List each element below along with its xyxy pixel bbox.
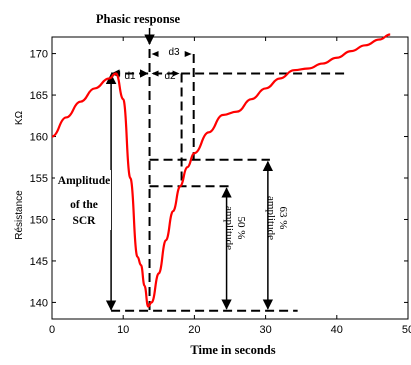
d2-arrow-right-head	[172, 70, 180, 77]
d3-label: d3	[168, 47, 180, 58]
y-axis-unit: KΩ	[14, 110, 25, 125]
x-axis-title: Time in seconds	[190, 343, 275, 357]
d2-label: d2	[164, 71, 176, 82]
amplitude-label-line1: Amplitude	[58, 175, 110, 187]
sixtythree-amplitude-label-line2: amplitude	[265, 196, 277, 240]
x-tick-label: 50	[402, 324, 411, 336]
y-tick-label: 170	[30, 49, 48, 61]
d3-arrow-right-head	[184, 51, 192, 57]
amplitude-label-line2: of the	[70, 199, 98, 211]
y-tick-label: 150	[30, 214, 48, 226]
y-tick-label: 155	[30, 173, 48, 185]
amplitude-label-line3: SCR	[72, 215, 96, 227]
d1-label: d1	[124, 71, 136, 82]
d1-arrow-right-head	[140, 70, 148, 77]
amplitude-label-bg	[55, 170, 111, 230]
annotation-guides	[105, 28, 348, 312]
series-line	[51, 33, 391, 308]
half-amplitude-label-line1: 50 %	[235, 217, 247, 240]
x-tick-label: 10	[117, 324, 129, 336]
chart-title: Phasic response	[96, 12, 181, 26]
y-tick-label: 145	[30, 256, 48, 268]
y-tick-label: 165	[30, 90, 48, 102]
d3-arrow-left-head	[151, 51, 159, 57]
y-tick-label: 140	[30, 297, 48, 309]
y-tick-label: 160	[30, 132, 48, 144]
sixtythree-amplitude-label-line1: 63 %	[277, 207, 289, 230]
x-tick-label: 40	[331, 324, 343, 336]
x-tick-label: 30	[259, 324, 271, 336]
y-axis-title: Résistance	[14, 190, 25, 240]
x-tick-label: 20	[188, 324, 200, 336]
half-amplitude-label-line2: amplitude	[223, 206, 235, 250]
axis-ticks: 0 10 20 30 40 50 140 145 150 155 160 165 170	[30, 37, 411, 336]
x-tick-label: 0	[49, 324, 55, 336]
d2-arrow-left-head	[151, 70, 159, 77]
series-layer	[51, 33, 391, 308]
